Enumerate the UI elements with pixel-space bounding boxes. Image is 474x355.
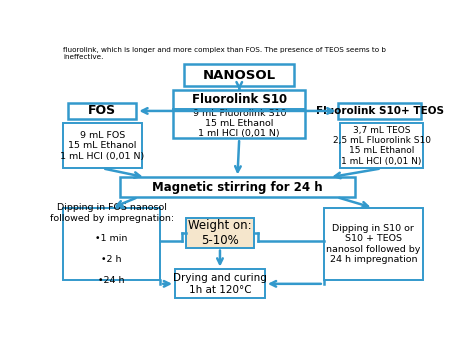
Text: Weight on:
5-10%: Weight on: 5-10% — [188, 219, 252, 247]
Text: fluorolink, which is longer and more complex than FOS. The presence of TEOS seem: fluorolink, which is longer and more com… — [63, 47, 386, 53]
FancyBboxPatch shape — [63, 208, 160, 280]
Text: Magnetic stirring for 24 h: Magnetic stirring for 24 h — [152, 181, 323, 194]
FancyBboxPatch shape — [340, 123, 423, 168]
FancyBboxPatch shape — [68, 103, 137, 119]
FancyBboxPatch shape — [173, 91, 305, 138]
Text: Dipping in FOS nanosol
followed by impregnation:

•1 min

•2 h

•24 h: Dipping in FOS nanosol followed by impre… — [50, 203, 173, 285]
Text: ineffective.: ineffective. — [63, 54, 103, 60]
FancyBboxPatch shape — [175, 269, 265, 298]
Text: FOS: FOS — [88, 104, 117, 118]
Text: Fluorolink S10+ TEOS: Fluorolink S10+ TEOS — [316, 106, 444, 116]
Text: 3,7 mL TEOS
2,5 mL Fluorolink S10
15 mL Ethanol
1 mL HCl (0,01 N): 3,7 mL TEOS 2,5 mL Fluorolink S10 15 mL … — [333, 126, 430, 166]
FancyBboxPatch shape — [184, 65, 294, 86]
FancyBboxPatch shape — [63, 123, 142, 168]
Text: NANOSOL: NANOSOL — [203, 69, 276, 82]
FancyBboxPatch shape — [324, 208, 423, 280]
Text: 9 mL Fluorolink S10
15 mL Ethanol
1 ml HCl (0,01 N): 9 mL Fluorolink S10 15 mL Ethanol 1 ml H… — [192, 109, 286, 138]
FancyBboxPatch shape — [338, 103, 421, 119]
FancyBboxPatch shape — [120, 178, 355, 197]
Text: 9 mL FOS
15 mL Ethanol
1 mL HCl (0,01 N): 9 mL FOS 15 mL Ethanol 1 mL HCl (0,01 N) — [60, 131, 145, 161]
FancyBboxPatch shape — [186, 218, 254, 248]
Text: Fluorolink S10: Fluorolink S10 — [191, 93, 287, 106]
Text: Drying and curing
1h at 120°C: Drying and curing 1h at 120°C — [173, 273, 267, 295]
Text: Dipping in S10 or
S10 + TEOS
nanosol followed by
24 h impregnation: Dipping in S10 or S10 + TEOS nanosol fol… — [326, 224, 420, 264]
